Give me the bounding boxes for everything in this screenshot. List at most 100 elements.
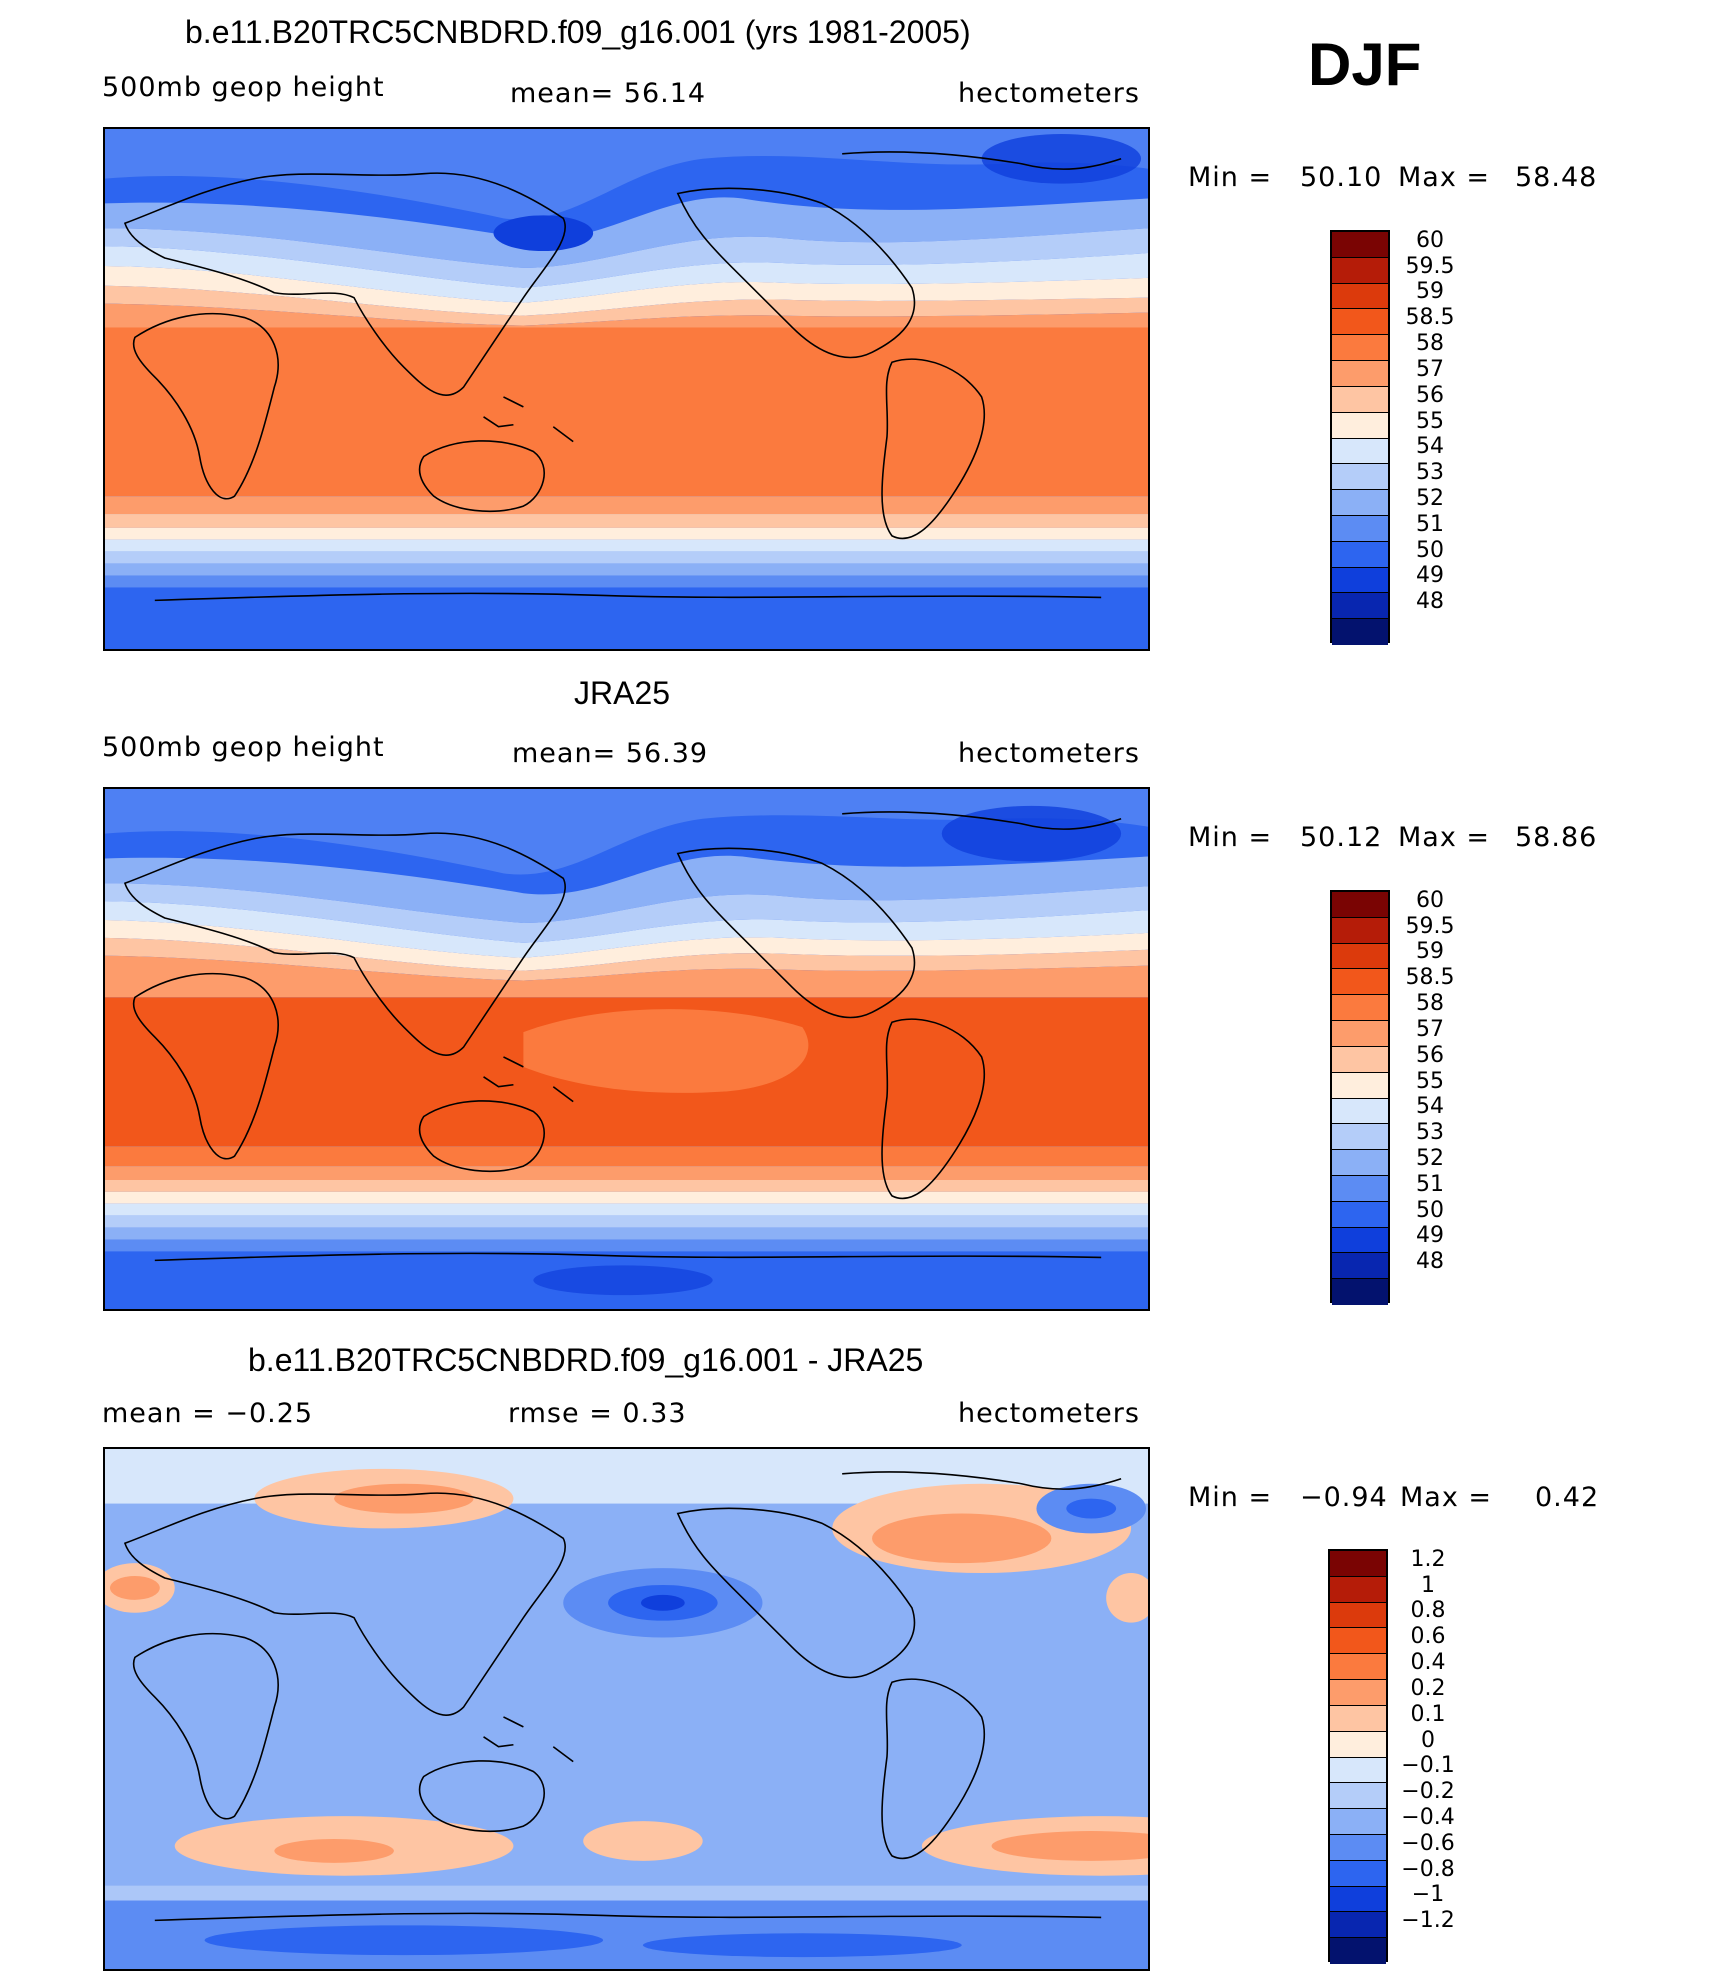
- panel2-colorbar-swatch: [1332, 1098, 1388, 1125]
- panel2-colorbar-tick-label: 50: [1416, 1197, 1444, 1223]
- panel3-colorbar-tick-label: −0.4: [1401, 1804, 1455, 1830]
- panel3-colorbar-tick-label: 0.6: [1410, 1624, 1446, 1650]
- panel3-colorbar-swatch: [1330, 1912, 1386, 1939]
- panel1-colorbar-swatch: [1332, 361, 1388, 387]
- panel1-colorbar-swatch: [1332, 335, 1388, 362]
- panel3-colorbar-tick-label: 1.2: [1410, 1546, 1446, 1572]
- panel1-min-value: 50.10: [1300, 162, 1383, 193]
- panel3-max-label: Max =: [1400, 1482, 1493, 1513]
- panel2-colorbar-swatch: [1332, 892, 1388, 918]
- panel3-colorbar-swatch: [1330, 1886, 1386, 1913]
- panel1-colorbar-tick-label: 53: [1416, 460, 1444, 486]
- panel3-colorbar-swatch: [1330, 1576, 1386, 1603]
- panel2-map: [103, 787, 1150, 1311]
- panel2-colorbar-swatch: [1332, 995, 1388, 1022]
- panel3-colorbar-swatch: [1330, 1680, 1386, 1706]
- panel2-colorbar-swatch: [1332, 943, 1388, 970]
- panel1-colorbar-tick-label: 55: [1416, 408, 1444, 434]
- panel3-colorbar-swatch: [1330, 1654, 1386, 1681]
- panel3-colorbar-swatch: [1330, 1809, 1386, 1835]
- panel1-colorbar-tick-label: 50: [1416, 537, 1444, 563]
- panel2-colorbar-tick-label: 53: [1416, 1120, 1444, 1146]
- panel1-min-label: Min =: [1188, 162, 1273, 193]
- panel3-colorbar-tick-label: −0.8: [1401, 1856, 1455, 1882]
- panel1-colorbar-swatch: [1332, 232, 1388, 258]
- panel2-colorbar-tick-label: 55: [1416, 1068, 1444, 1094]
- panel1-colorbar-swatch: [1332, 309, 1388, 336]
- panel1-title: b.e11.B20TRC5CNBDRD.f09_g16.001 (yrs 198…: [185, 14, 971, 50]
- panel3-colorbar-tick-label: 0: [1421, 1727, 1435, 1753]
- panel2-colorbar-tick-label: 57: [1416, 1016, 1444, 1042]
- panel1-colorbar-tick-label: 59: [1416, 279, 1444, 305]
- season-label: DJF: [1308, 31, 1422, 98]
- panel3-map: [103, 1447, 1150, 1971]
- panel1-colorbar-tick-label: 54: [1416, 434, 1444, 460]
- panel1-colorbar-swatch: [1332, 464, 1388, 491]
- panel3-colorbar-swatch: [1330, 1757, 1386, 1784]
- panel1-colorbar-swatch: [1332, 515, 1388, 542]
- panel3-colorbar-swatch: [1330, 1783, 1386, 1810]
- panel2-colorbar-tick-label: 54: [1416, 1094, 1444, 1120]
- panel2-colorbar-swatch: [1332, 1175, 1388, 1202]
- panel2-colorbar-swatch: [1332, 1021, 1388, 1047]
- panel3-colorbar-tick-label: 0.8: [1410, 1598, 1446, 1624]
- panel1-colorbar-tick-label: 52: [1416, 485, 1444, 511]
- panel3-units: hectometers: [958, 1398, 1140, 1429]
- panel1-colorbar-swatch: [1332, 438, 1388, 465]
- panel2-colorbar-tick-label: 49: [1416, 1223, 1444, 1249]
- panel1-colorbar-swatch: [1332, 541, 1388, 568]
- panel2-colorbar-swatch: [1332, 1046, 1388, 1073]
- panel3-min-value: −0.94: [1300, 1482, 1388, 1513]
- panel2-colorbar-tick-label: 56: [1416, 1042, 1444, 1068]
- panel2-colorbar-tick-label: 48: [1416, 1249, 1444, 1275]
- panel3-colorbar-tick-label: −1: [1411, 1882, 1445, 1908]
- panel1-max-label: Max =: [1398, 162, 1491, 193]
- panel2-colorbar-swatch: [1332, 1124, 1388, 1151]
- panel1-mean: mean= 56.14: [510, 78, 707, 109]
- panel3-colorbar-tick-label: −0.2: [1401, 1779, 1455, 1805]
- panel3-colorbar-swatch: [1330, 1860, 1386, 1887]
- panel3-colorbar-swatch: [1330, 1551, 1386, 1577]
- panel3-colorbar-tick-label: −1.2: [1401, 1908, 1455, 1934]
- panel1-colorbar-tick-label: 49: [1416, 563, 1444, 589]
- panel2-colorbar-swatch: [1332, 1201, 1388, 1228]
- panel1-colorbar-swatch: [1332, 386, 1388, 413]
- panel1-colorbar-tick-label: 56: [1416, 382, 1444, 408]
- panel2-colorbar-tick-label: 59: [1416, 939, 1444, 965]
- panel1-map: [103, 127, 1150, 651]
- panel2-colorbar-tick-label: 52: [1416, 1145, 1444, 1171]
- panel3-min-label: Min =: [1188, 1482, 1273, 1513]
- panel3-rmse: rmse = 0.33: [508, 1398, 687, 1429]
- panel1-colorbar-tick-label: 59.5: [1405, 253, 1455, 279]
- panel3-colorbar-tick-label: 0.4: [1410, 1650, 1446, 1676]
- panel2-colorbar-tick-label: 58.5: [1405, 965, 1455, 991]
- panel2-min-label: Min =: [1188, 822, 1273, 853]
- panel3-colorbar-swatch: [1330, 1602, 1386, 1629]
- panel3-title: b.e11.B20TRC5CNBDRD.f09_g16.001 - JRA25: [248, 1342, 924, 1378]
- panel2-colorbar-tick-label: 58: [1416, 991, 1444, 1017]
- panel2-mean: mean= 56.39: [512, 738, 709, 769]
- panel2-colorbar-swatch: [1332, 1279, 1388, 1305]
- panel2-min-value: 50.12: [1300, 822, 1383, 853]
- panel2-title: JRA25: [574, 675, 671, 711]
- panel2-max-label: Max =: [1398, 822, 1491, 853]
- panel1-colorbar-tick-label: 51: [1416, 511, 1444, 537]
- panel2-max-value: 58.86: [1515, 822, 1598, 853]
- panel1-colorbar-swatch: [1332, 567, 1388, 594]
- panel2-colorbar-tick-label: 60: [1416, 887, 1444, 913]
- panel2-colorbar-tick-label: 51: [1416, 1171, 1444, 1197]
- panel1-colorbar-tick-label: 58: [1416, 331, 1444, 357]
- panel3-colorbar-swatch: [1330, 1705, 1386, 1732]
- panel2-colorbar-swatch: [1332, 917, 1388, 944]
- panel2-variable-label: 500mb geop height: [102, 732, 385, 763]
- panel1-colorbar-swatch: [1332, 619, 1388, 645]
- panel3-mean: mean = −0.25: [102, 1398, 314, 1429]
- panel1-colorbar-tick-label: 57: [1416, 356, 1444, 382]
- panel1-colorbar-tick-label: 58.5: [1405, 305, 1455, 331]
- panel1-colorbar-tick-label: 60: [1416, 227, 1444, 253]
- panel3-colorbar-swatch: [1330, 1731, 1386, 1758]
- panel2-colorbar-tick-label: 59.5: [1405, 913, 1455, 939]
- panel3-colorbar-swatch: [1330, 1938, 1386, 1964]
- panel1-colorbar-swatch: [1332, 593, 1388, 620]
- panel2-colorbar-swatch: [1332, 1150, 1388, 1176]
